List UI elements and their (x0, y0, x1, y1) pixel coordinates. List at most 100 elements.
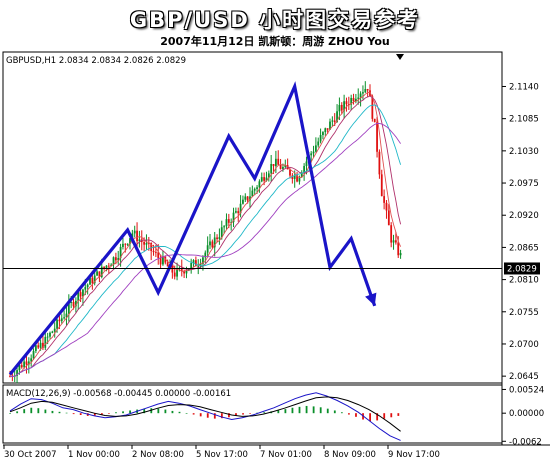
macd-histogram-bar (79, 413, 82, 415)
wave-arrowhead (365, 292, 377, 306)
candle-body (225, 219, 228, 227)
candle-body (119, 246, 122, 259)
candle-body (206, 245, 209, 253)
candle-body (44, 336, 47, 348)
macd-histogram-bar (220, 413, 223, 419)
candle-body (218, 237, 221, 240)
candle-body (291, 175, 294, 179)
candle-body (18, 365, 21, 371)
candle-body (350, 97, 353, 105)
macd-histogram-bar (263, 412, 266, 414)
candle-body (371, 96, 374, 119)
candle-body (49, 332, 51, 337)
candle-body (166, 262, 169, 267)
candle-body (385, 202, 388, 211)
macd-histogram-bar (58, 411, 61, 414)
candle-body (246, 196, 249, 201)
candle-body (326, 128, 329, 130)
candle-body (67, 302, 70, 314)
candle-body (305, 161, 308, 167)
candle-body (352, 97, 355, 102)
candle-body (239, 203, 242, 214)
macd-y-tick-label: 0.00000 (509, 409, 544, 419)
candle-body (234, 211, 237, 213)
candle-body (150, 242, 153, 251)
x-tick-label: 9 Nov 17:00 (388, 450, 440, 460)
candle-body (86, 284, 89, 288)
candle-body (25, 361, 28, 365)
candle-body (53, 328, 56, 332)
macd-histogram-bar (390, 413, 393, 418)
candle-body (354, 98, 357, 102)
candle-body (366, 89, 369, 91)
wave-layer (8, 81, 377, 376)
candle-body (105, 265, 108, 268)
macd-histogram-bar (164, 409, 167, 414)
candle-body (183, 271, 186, 274)
candle-body (324, 128, 327, 133)
candle-body (159, 257, 162, 265)
axes-layer: 2.1140 2.1085 2.1030 2.0975 2.0920 2.0865 2.08… (3, 82, 544, 460)
macd-histogram-bar (44, 409, 47, 414)
macd-layer (9, 392, 401, 441)
macd-histogram-bar (369, 413, 371, 422)
candle-body (96, 271, 98, 276)
candle-body (270, 164, 273, 174)
candle-body (202, 257, 204, 264)
candle-body (300, 173, 303, 177)
candle-body (277, 158, 280, 165)
macd-histogram-bar (326, 408, 329, 414)
candle-body (312, 151, 315, 154)
candle-body (63, 317, 66, 319)
candle-body (376, 122, 378, 152)
macd-histogram-bar (340, 412, 343, 414)
candle-body (77, 292, 80, 301)
candle-body (34, 345, 37, 351)
candle-body (122, 243, 124, 247)
candle-body (399, 253, 402, 256)
candle-body (79, 292, 82, 297)
macd-histogram-bar (16, 411, 19, 414)
moving-averages-layer (9, 91, 402, 377)
macd-histogram-bar (65, 412, 68, 414)
y-tick-label: 2.0920 (509, 211, 539, 221)
macd-histogram-bar (23, 409, 26, 414)
candle-body (237, 211, 240, 214)
macd-histogram-bar (242, 413, 244, 415)
candle-body (107, 265, 110, 267)
candle-body (272, 164, 275, 167)
macd-histogram-bar (206, 413, 209, 418)
price-panel-label: GBPUSD,H1 2.0834 2.0834 2.0826 2.0829 (6, 56, 186, 66)
candle-body (362, 92, 364, 94)
x-tick-label: 7 Nov 01:00 (260, 450, 312, 460)
candle-body (314, 145, 317, 152)
x-tick-label: 2 Nov 08:00 (132, 450, 184, 460)
candle-body (242, 199, 244, 204)
candle-body (185, 270, 188, 274)
candle-body (138, 239, 141, 242)
candle-body (110, 264, 113, 267)
candle-body (23, 361, 26, 368)
candle-body (220, 227, 223, 238)
macd-histogram-bar (291, 407, 294, 414)
candle-body (157, 252, 160, 258)
candle-body (32, 350, 35, 359)
candle-body (131, 233, 134, 239)
macd-histogram-bar (129, 410, 131, 414)
chart-shift-marker (396, 54, 404, 60)
y-tick-label: 2.0810 (509, 276, 539, 286)
chart-title: GBP/USD 小时图交易参考 (129, 8, 421, 32)
macd-histogram-bar (319, 407, 322, 414)
macd-histogram-bar (143, 408, 146, 414)
candle-body (357, 97, 360, 99)
macd-histogram-bar (213, 413, 216, 419)
candle-body (58, 319, 61, 322)
candle-body (65, 313, 68, 318)
candle-body (227, 219, 230, 223)
candle-body (340, 104, 343, 111)
candle-body (82, 289, 84, 297)
candle-body (345, 101, 348, 105)
macd-line (9, 392, 401, 441)
candle-body (192, 260, 195, 264)
candle-body (249, 196, 251, 201)
